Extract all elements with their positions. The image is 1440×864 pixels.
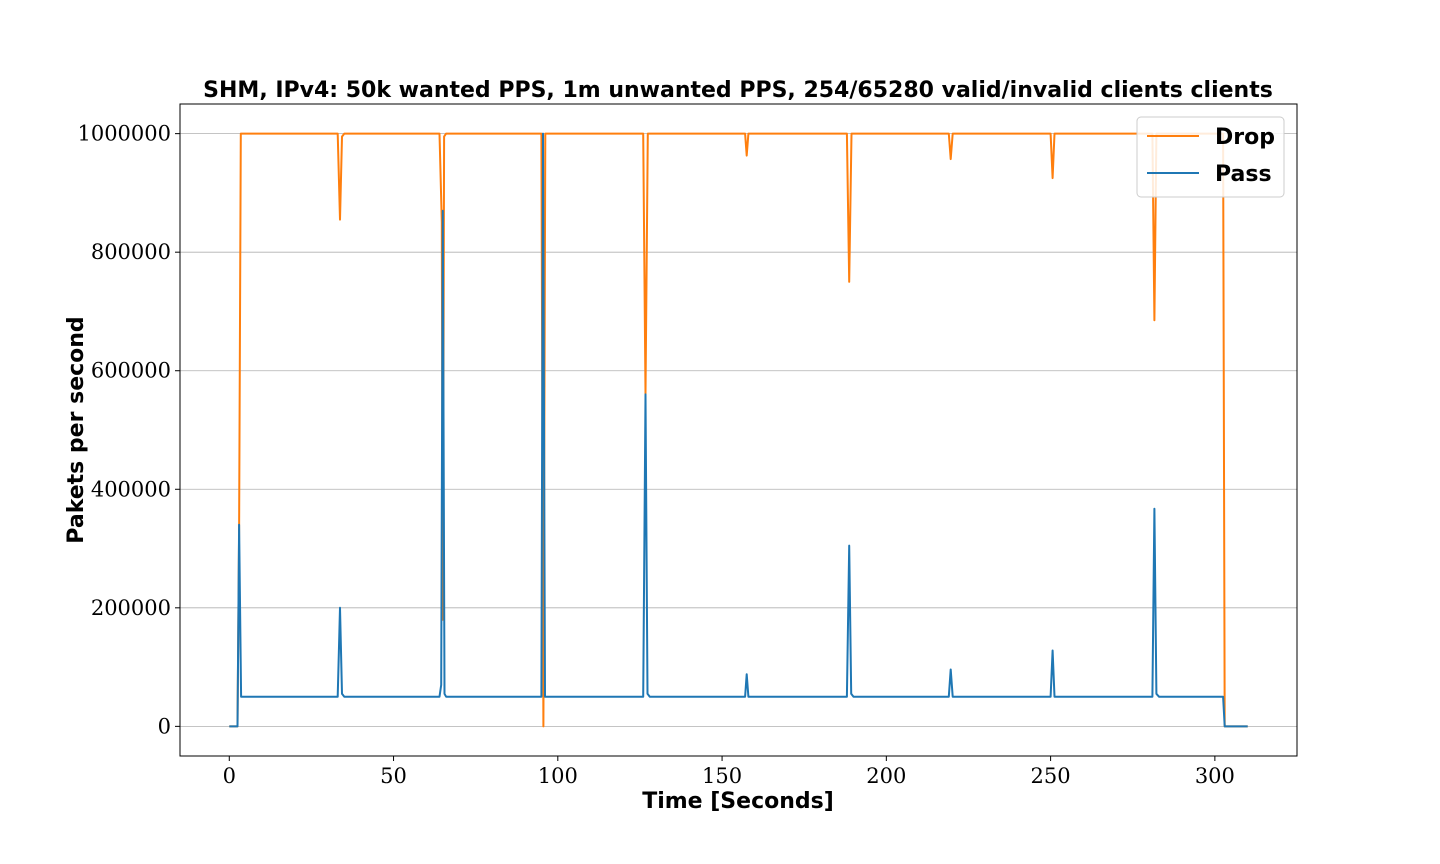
y-tick-label: 800000 (91, 240, 171, 264)
y-tick-label: 600000 (91, 359, 171, 383)
plot-frame (179, 103, 1298, 757)
series-line-pass (229, 132, 1248, 728)
y-tick-label: 400000 (91, 477, 171, 501)
legend-label-drop: Drop (1215, 125, 1275, 150)
x-tick-label: 0 (223, 764, 236, 788)
y-tick-label: 0 (158, 714, 171, 738)
x-tick-label: 100 (538, 764, 578, 788)
y-axis-label: Pakets per second (64, 316, 89, 543)
x-axis: 0 50 100 150 200 250 300 (223, 756, 1235, 788)
x-tick-label: 200 (866, 764, 906, 788)
series-line-drop (229, 132, 1248, 728)
x-axis-label: Time [Seconds] (642, 789, 834, 814)
y-tick-label: 1000000 (77, 122, 171, 146)
chart-title: SHM, IPv4: 50k wanted PPS, 1m unwanted P… (203, 78, 1273, 103)
x-tick-label: 150 (702, 764, 742, 788)
legend: Drop Pass (1136, 116, 1285, 198)
legend-label-pass: Pass (1215, 162, 1272, 187)
x-tick-label: 250 (1031, 764, 1071, 788)
y-tick-label: 200000 (91, 596, 171, 620)
x-tick-label: 50 (380, 764, 407, 788)
series-group (229, 132, 1248, 728)
x-tick-label: 300 (1195, 764, 1235, 788)
y-axis: 0 200000 400000 600000 800000 1000000 (77, 122, 180, 738)
